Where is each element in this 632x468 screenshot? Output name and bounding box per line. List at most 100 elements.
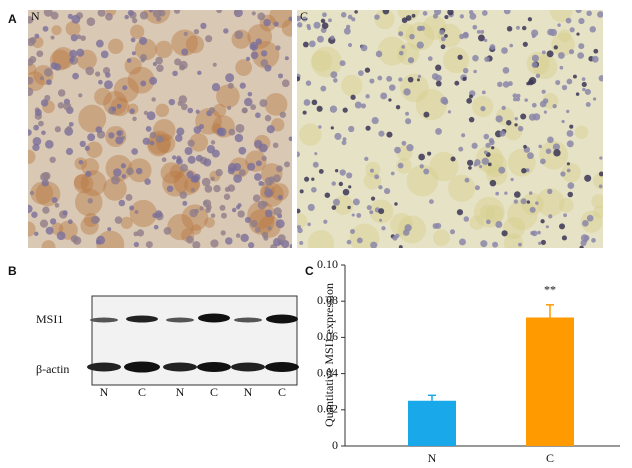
stain — [160, 162, 183, 184]
nucleus — [41, 130, 46, 136]
nucleus — [63, 102, 72, 111]
nucleus — [267, 226, 272, 231]
nucleus — [530, 230, 535, 236]
stain — [442, 47, 469, 74]
nucleus — [314, 152, 318, 156]
nucleus — [398, 31, 404, 37]
stain — [86, 141, 103, 158]
nucleus — [318, 125, 322, 129]
nucleus — [307, 203, 315, 211]
nucleus — [477, 34, 485, 42]
nucleus — [297, 76, 301, 82]
stain — [299, 123, 322, 146]
nucleus — [259, 99, 268, 108]
nucleus — [289, 244, 292, 248]
nucleus — [39, 76, 44, 81]
nucleus — [275, 219, 285, 229]
nucleus — [540, 158, 546, 165]
nucleus — [515, 97, 521, 102]
nucleus — [211, 83, 221, 92]
nucleus — [278, 73, 284, 79]
nucleus — [140, 80, 147, 87]
nucleus — [95, 39, 104, 48]
nucleus — [297, 22, 303, 28]
stain — [507, 199, 538, 230]
nucleus — [575, 10, 582, 14]
nucleus — [461, 133, 466, 138]
lane-label: N — [176, 385, 185, 399]
stain — [574, 125, 589, 139]
nucleus — [506, 120, 512, 126]
nucleus — [105, 12, 113, 21]
stain — [485, 205, 504, 224]
stain — [103, 177, 127, 201]
nucleus — [402, 229, 410, 236]
stain — [406, 164, 439, 197]
nucleus — [140, 58, 145, 63]
nucleus — [553, 45, 558, 50]
nucleus — [227, 82, 234, 89]
nucleus — [449, 229, 456, 235]
nucleus — [347, 14, 353, 20]
nucleus — [473, 69, 477, 74]
nucleus — [38, 120, 44, 127]
nucleus — [28, 76, 34, 85]
nucleus — [468, 116, 475, 123]
nucleus — [541, 89, 546, 94]
nucleus — [262, 201, 268, 207]
nucleus — [199, 206, 204, 211]
nucleus — [360, 44, 368, 52]
nucleus — [227, 105, 232, 110]
stain — [129, 199, 157, 228]
nucleus — [145, 126, 152, 132]
nucleus — [156, 16, 162, 22]
micrograph-texture — [28, 10, 292, 248]
nucleus — [447, 110, 452, 114]
nucleus — [351, 213, 355, 217]
nucleus — [29, 56, 37, 64]
nucleus — [78, 93, 83, 98]
nucleus — [343, 27, 351, 35]
nucleus — [203, 200, 208, 205]
nucleus — [190, 187, 195, 192]
nucleus — [580, 239, 587, 247]
nucleus — [87, 198, 93, 204]
nucleus — [234, 133, 244, 143]
nucleus — [581, 81, 587, 87]
nucleus — [331, 205, 337, 210]
nucleus — [131, 51, 136, 56]
nucleus — [277, 234, 286, 243]
nucleus — [486, 219, 491, 225]
nucleus — [476, 29, 481, 34]
nucleus — [227, 184, 236, 192]
nucleus — [104, 72, 111, 78]
nucleus — [173, 10, 181, 14]
nucleus — [28, 129, 32, 136]
stain — [167, 213, 194, 241]
nucleus — [469, 94, 473, 99]
nucleus — [378, 185, 383, 190]
nucleus — [456, 209, 464, 216]
nucleus — [213, 184, 221, 193]
nucleus — [281, 79, 290, 88]
nucleus — [435, 128, 442, 135]
nucleus — [350, 94, 356, 100]
nucleus — [70, 235, 79, 243]
stain — [558, 29, 572, 43]
annotation: ** — [544, 283, 556, 297]
nucleus — [374, 14, 380, 20]
nucleus — [527, 17, 533, 22]
nucleus — [131, 148, 138, 155]
nucleus — [210, 176, 215, 181]
nucleus — [279, 111, 287, 118]
nucleus — [318, 168, 324, 174]
nucleus — [520, 113, 527, 120]
stain — [41, 240, 56, 248]
nucleus — [111, 106, 117, 112]
nucleus — [194, 208, 199, 214]
nucleus — [263, 235, 269, 241]
lane-label: C — [278, 385, 286, 399]
nucleus — [358, 70, 364, 76]
